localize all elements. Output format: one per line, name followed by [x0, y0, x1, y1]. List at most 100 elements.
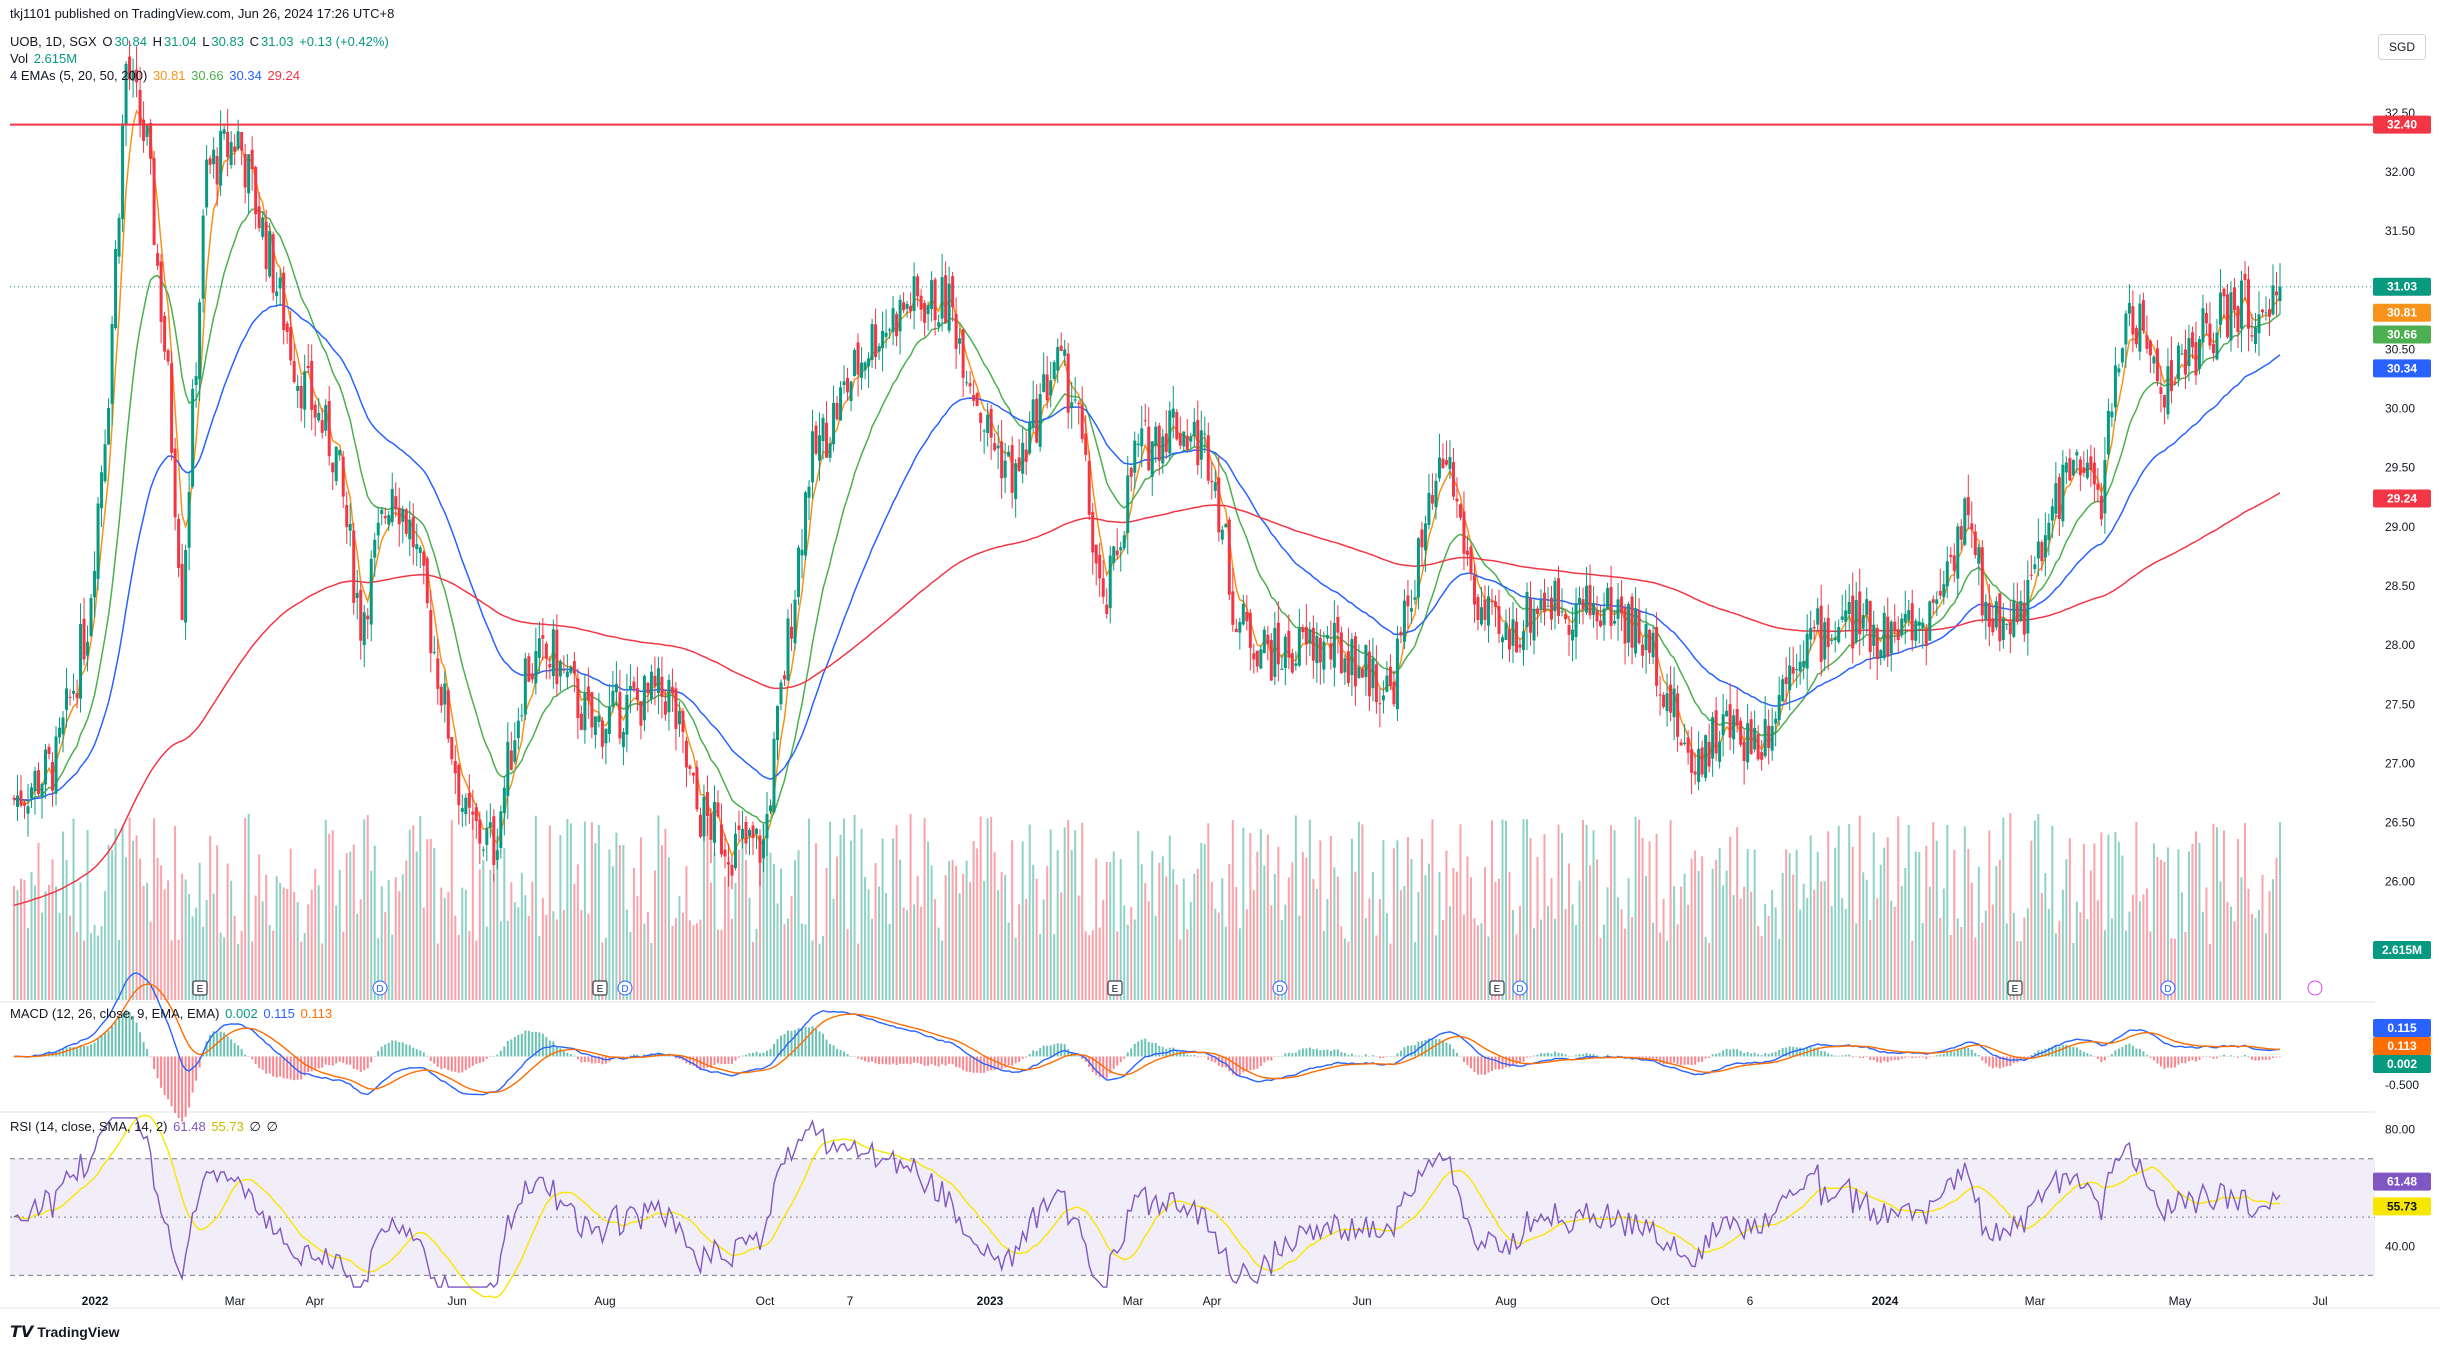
macd-histogram-bar	[1347, 1055, 1350, 1057]
candle-body	[443, 683, 447, 705]
macd-histogram-bar	[1655, 1056, 1658, 1062]
volume-bar	[1781, 872, 1784, 1000]
candle-body	[1346, 651, 1350, 683]
candle-body	[1847, 601, 1851, 615]
volume-bar	[559, 835, 562, 1000]
candle-body	[47, 746, 51, 755]
volume-bar	[1042, 899, 1045, 1000]
macd-histogram-bar	[1018, 1056, 1021, 1062]
macd-tag-label: 0.115	[2387, 1021, 2417, 1035]
candle-body	[2092, 462, 2096, 485]
volume-bar	[664, 828, 667, 1000]
volume-bar	[2047, 909, 2050, 1000]
macd-histogram-bar	[321, 1056, 324, 1068]
volume-bar	[1473, 918, 1476, 1000]
volume-bar	[601, 942, 604, 1000]
volume-bar	[454, 915, 457, 1000]
macd-histogram-bar	[1816, 1047, 1819, 1057]
volume-bar	[380, 886, 383, 1000]
macd-histogram-bar	[1116, 1056, 1119, 1066]
macd-histogram-bar	[1781, 1048, 1784, 1057]
macd-histogram-bar	[2058, 1046, 2061, 1057]
volume-bar	[857, 943, 860, 1000]
candle-body	[1283, 636, 1287, 669]
price-tick-label: 27.50	[2385, 697, 2415, 711]
dividend-marker	[1512, 980, 1528, 996]
candle-body	[1858, 591, 1862, 635]
candle-body	[2225, 294, 2229, 338]
macd-histogram-bar	[2243, 1054, 2246, 1057]
volume-bar	[1256, 851, 1259, 1000]
volume-bar	[1287, 877, 1290, 1000]
macd-histogram-bar	[373, 1056, 376, 1057]
candle-body	[2033, 564, 2037, 569]
earnings-marker-label: E	[1494, 984, 1501, 995]
currency-button[interactable]: SGD	[2378, 34, 2426, 60]
candle-body	[352, 530, 356, 603]
volume-bar	[1767, 915, 1770, 1000]
macd-histogram-bar	[972, 1056, 975, 1073]
volume-bar	[1571, 904, 1574, 1000]
volume-bar	[69, 915, 72, 1000]
candle-body	[1714, 710, 1718, 754]
candle-body	[121, 123, 125, 219]
candle-body	[1287, 630, 1291, 658]
candle-body	[1571, 629, 1575, 641]
volume-bar	[443, 897, 446, 1000]
macd-histogram-bar	[965, 1056, 968, 1072]
candle-body	[856, 342, 860, 375]
candle-body	[1725, 710, 1729, 717]
candle-body	[485, 827, 489, 845]
volume-bar	[976, 848, 979, 1000]
macd-histogram-bar	[184, 1056, 187, 1117]
macd-histogram-bar	[1308, 1047, 1311, 1057]
candle-body	[68, 696, 72, 698]
macd-signal-line	[14, 983, 2280, 1094]
candle-body	[520, 715, 524, 717]
volume-bar	[370, 870, 373, 1000]
volume-bar	[709, 882, 712, 1000]
volume-bar	[1746, 849, 1749, 1000]
volume-bar	[2068, 838, 2071, 1000]
macd-histogram-bar	[2184, 1056, 2187, 1064]
candle-body	[422, 551, 426, 566]
candle-body	[499, 811, 503, 849]
candle-body	[2064, 462, 2068, 473]
volume-bar	[1543, 834, 1546, 1000]
volume-bar	[1568, 863, 1571, 1000]
volume-bar	[429, 838, 432, 1000]
volume-bar	[1673, 886, 1676, 1000]
macd-histogram-bar	[1284, 1053, 1287, 1057]
candle-body	[79, 623, 83, 699]
candle-body	[1679, 742, 1683, 746]
macd-histogram-bar	[408, 1045, 411, 1057]
volume-bar	[1536, 857, 1539, 1000]
candle-body	[509, 750, 513, 770]
macd-histogram-bar	[128, 1011, 131, 1057]
candle-body	[758, 835, 762, 863]
macd-histogram-bar	[1774, 1051, 1777, 1057]
volume-bar	[1151, 851, 1154, 1000]
volume-bar	[2072, 943, 2075, 1000]
volume-bar	[1949, 935, 1952, 1000]
candle-body	[1686, 737, 1690, 753]
price-tag-label: 30.34	[2387, 361, 2417, 375]
macd-histogram-bar	[440, 1056, 443, 1070]
volume-bar	[1046, 866, 1049, 1000]
macd-histogram-bar	[1718, 1052, 1721, 1057]
candle-body	[2029, 574, 2033, 576]
macd-histogram-bar	[1375, 1056, 1378, 1058]
macd-histogram-bar	[692, 1056, 695, 1066]
macd-histogram-bar	[632, 1054, 635, 1057]
candle-body	[1784, 677, 1788, 684]
candle-body	[82, 618, 86, 660]
macd-histogram-bar	[2082, 1051, 2085, 1057]
macd-histogram-bar	[1991, 1056, 1994, 1069]
candle-body	[1630, 596, 1634, 648]
candle-body	[688, 765, 692, 769]
macd-histogram-bar	[1935, 1055, 1938, 1057]
candle-body	[1945, 561, 1949, 587]
macd-histogram-bar	[783, 1034, 786, 1057]
macd-histogram-bar	[289, 1056, 292, 1080]
